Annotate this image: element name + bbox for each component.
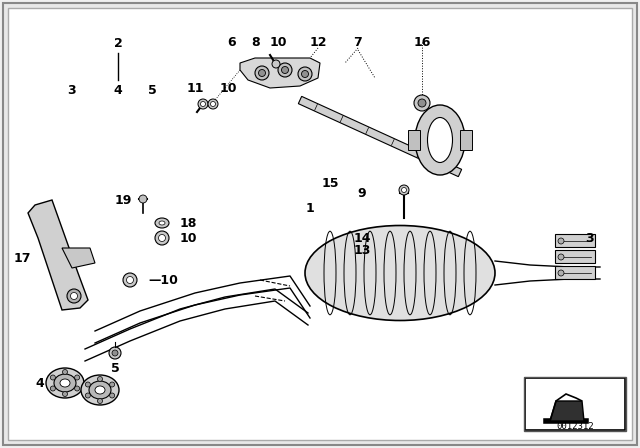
Ellipse shape	[89, 381, 111, 399]
Circle shape	[255, 66, 269, 80]
Circle shape	[109, 382, 115, 387]
Circle shape	[139, 195, 147, 203]
Circle shape	[301, 70, 308, 78]
Ellipse shape	[159, 221, 165, 225]
Circle shape	[109, 347, 121, 359]
Ellipse shape	[305, 225, 495, 320]
Bar	[555, 250, 595, 263]
Text: 12: 12	[309, 35, 327, 48]
Text: 10: 10	[269, 35, 287, 48]
Circle shape	[112, 350, 118, 356]
Text: 4: 4	[114, 83, 122, 96]
Ellipse shape	[54, 374, 76, 392]
Circle shape	[159, 234, 166, 241]
Circle shape	[97, 376, 102, 382]
Circle shape	[259, 69, 266, 77]
Circle shape	[123, 273, 137, 287]
Circle shape	[200, 102, 205, 107]
Circle shape	[127, 276, 134, 284]
Circle shape	[278, 63, 292, 77]
Text: 8: 8	[252, 35, 260, 48]
Bar	[525, 378, 625, 430]
Bar	[555, 234, 595, 247]
Circle shape	[401, 188, 406, 193]
Circle shape	[67, 289, 81, 303]
Circle shape	[208, 99, 218, 109]
Text: 9: 9	[358, 186, 366, 199]
Text: 16: 16	[413, 35, 431, 48]
Circle shape	[85, 382, 90, 387]
Text: 3: 3	[586, 232, 595, 245]
Circle shape	[70, 293, 77, 300]
Bar	[408, 130, 420, 150]
Ellipse shape	[155, 218, 169, 228]
Circle shape	[414, 95, 430, 111]
Text: 19: 19	[115, 194, 132, 207]
Text: —10: —10	[148, 273, 178, 287]
Text: 3: 3	[68, 83, 76, 96]
Circle shape	[75, 386, 79, 391]
Text: 1: 1	[306, 202, 314, 215]
Polygon shape	[550, 401, 584, 421]
Text: 5: 5	[111, 362, 120, 375]
Text: 5: 5	[148, 83, 156, 96]
Circle shape	[97, 399, 102, 404]
Bar	[524, 377, 626, 431]
Ellipse shape	[46, 368, 84, 398]
Circle shape	[558, 270, 564, 276]
Text: 10: 10	[180, 232, 198, 245]
Circle shape	[75, 375, 79, 380]
Circle shape	[298, 67, 312, 81]
Text: 10: 10	[220, 82, 237, 95]
Text: 17: 17	[13, 251, 31, 264]
Polygon shape	[240, 58, 320, 88]
Circle shape	[558, 254, 564, 260]
Circle shape	[155, 231, 169, 245]
Text: 2: 2	[114, 36, 122, 49]
Text: 18: 18	[180, 216, 197, 229]
Ellipse shape	[428, 117, 452, 163]
Polygon shape	[298, 96, 461, 177]
Circle shape	[63, 392, 67, 396]
Circle shape	[272, 60, 280, 68]
Text: 13: 13	[353, 244, 371, 257]
Text: 14: 14	[353, 232, 371, 245]
Text: 15: 15	[321, 177, 339, 190]
Text: 11: 11	[186, 82, 204, 95]
Polygon shape	[28, 200, 88, 310]
Circle shape	[109, 393, 115, 398]
Circle shape	[399, 185, 409, 195]
Circle shape	[211, 102, 216, 107]
Ellipse shape	[81, 375, 119, 405]
Ellipse shape	[60, 379, 70, 387]
Circle shape	[198, 99, 208, 109]
Bar	[555, 266, 595, 279]
Circle shape	[51, 375, 56, 380]
Text: 6: 6	[228, 35, 236, 48]
Circle shape	[282, 66, 289, 73]
Ellipse shape	[415, 105, 465, 175]
Circle shape	[51, 386, 56, 391]
Circle shape	[63, 370, 67, 375]
Circle shape	[418, 99, 426, 107]
Circle shape	[85, 393, 90, 398]
Polygon shape	[62, 248, 95, 268]
Text: 7: 7	[354, 35, 362, 48]
Bar	[460, 130, 472, 150]
Circle shape	[558, 238, 564, 244]
Text: 0012312: 0012312	[556, 422, 594, 431]
Ellipse shape	[95, 386, 105, 394]
Text: 4: 4	[36, 376, 44, 389]
